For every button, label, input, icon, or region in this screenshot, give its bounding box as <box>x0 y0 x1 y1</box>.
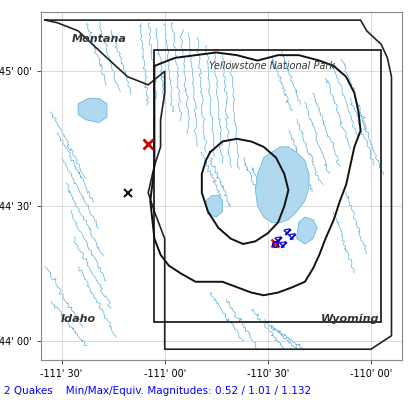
Polygon shape <box>255 147 308 222</box>
Polygon shape <box>78 98 107 123</box>
Text: 44: 44 <box>269 233 288 251</box>
Text: Wyoming: Wyoming <box>320 314 379 324</box>
Bar <box>154 50 380 322</box>
Polygon shape <box>205 196 222 217</box>
Text: 44: 44 <box>279 226 297 244</box>
Polygon shape <box>296 217 317 244</box>
Text: Yellowstone National Park: Yellowstone National Park <box>209 61 334 71</box>
Text: Idaho: Idaho <box>61 314 95 324</box>
Text: Montana: Montana <box>71 34 126 44</box>
Text: 2 Quakes    Min/Max/Equiv. Magnitudes: 0.52 / 1.01 / 1.132: 2 Quakes Min/Max/Equiv. Magnitudes: 0.52… <box>4 386 310 396</box>
